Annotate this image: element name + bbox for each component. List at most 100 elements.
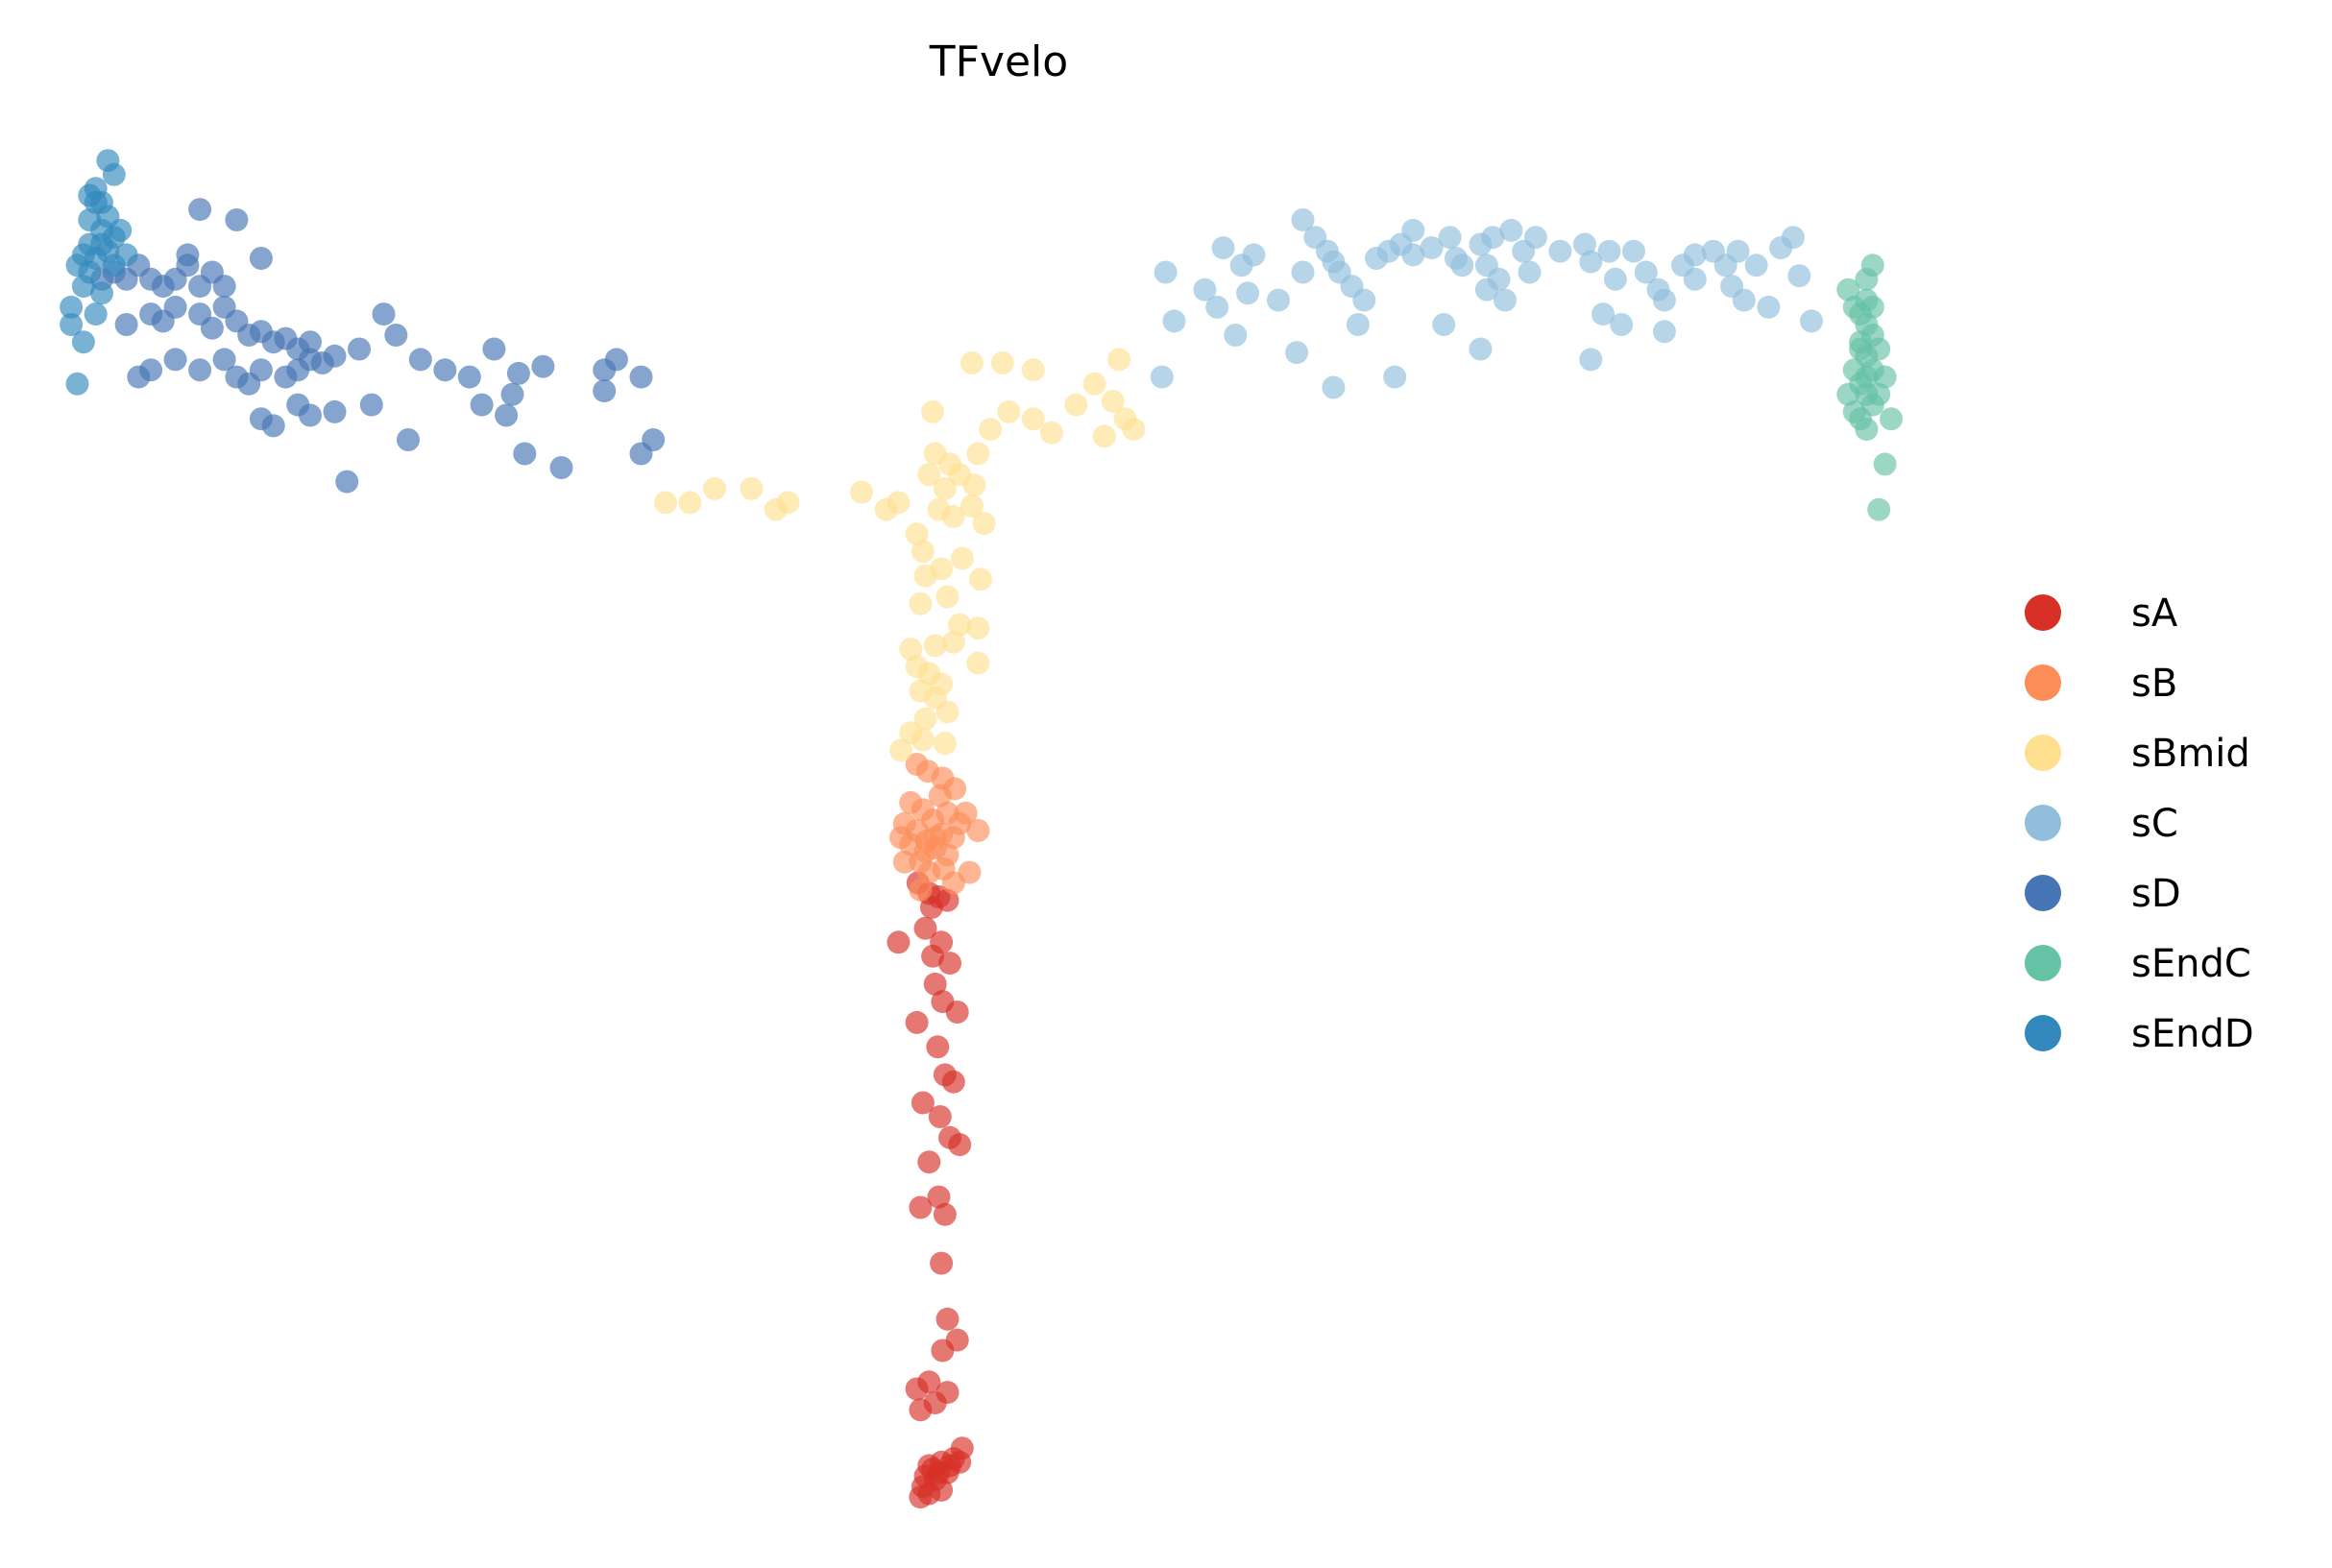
point-sBmid-58	[933, 732, 957, 756]
point-sBmid-46	[923, 634, 947, 658]
point-sB-24	[892, 850, 916, 874]
point-sEndC-17	[1855, 418, 1879, 442]
points-layer	[60, 149, 1903, 1509]
point-sBmid-3	[740, 476, 764, 500]
point-sA-24	[933, 1202, 957, 1226]
point-sEndC-27	[1860, 295, 1884, 319]
point-sBmid-11	[1021, 358, 1045, 382]
point-sBmid-15	[1101, 390, 1125, 413]
point-sC-22	[1401, 243, 1425, 267]
point-sEndC-0	[1836, 277, 1860, 302]
legend-item-sEndD: sEndD	[2025, 1012, 2254, 1056]
point-sBmid-14	[1107, 348, 1131, 372]
legend-label-sC: sC	[2131, 802, 2178, 846]
point-sBmid-6	[850, 480, 874, 504]
point-sC-31	[1499, 218, 1523, 242]
point-sB-17	[941, 826, 965, 850]
point-sD-65	[225, 208, 249, 231]
point-sD-43	[457, 365, 481, 389]
point-sEndC-9	[1867, 337, 1891, 361]
point-sD-32	[249, 358, 273, 382]
point-sBmid-45	[899, 638, 923, 661]
point-sD-62	[513, 442, 537, 466]
point-sC-63	[1432, 313, 1456, 336]
point-sC-16	[1352, 288, 1376, 312]
point-sEndD-16	[71, 275, 95, 299]
point-sC-53	[1744, 253, 1768, 277]
point-sC-28	[1481, 226, 1505, 250]
point-sA-14	[926, 1035, 950, 1059]
point-sBmid-29	[933, 476, 957, 500]
legend-label-sD: sD	[2131, 872, 2181, 916]
point-sC-6	[1236, 281, 1260, 305]
series-sA	[887, 871, 974, 1509]
point-sEndC-21	[1860, 253, 1884, 277]
point-sA-46	[948, 1450, 972, 1474]
point-sC-35	[1494, 288, 1517, 312]
point-sEndD-21	[96, 149, 120, 173]
point-sA-21	[948, 1133, 972, 1157]
point-sC-41	[1622, 239, 1645, 263]
point-sBmid-31	[921, 399, 945, 423]
point-sC-38	[1579, 250, 1603, 274]
point-sC-57	[1787, 264, 1811, 288]
point-sD-53	[261, 414, 285, 438]
point-sD-59	[495, 403, 519, 427]
point-sD-63	[335, 470, 359, 494]
point-sD-26	[139, 358, 163, 382]
point-sC-54	[1757, 295, 1781, 319]
point-sEndD-19	[84, 302, 108, 326]
point-sBmid-8	[887, 491, 911, 515]
point-sEndC-18	[1867, 382, 1891, 406]
point-sC-64	[1285, 341, 1309, 365]
point-sBmid-56	[889, 738, 912, 762]
point-sD-54	[299, 403, 322, 427]
point-sD-45	[506, 361, 530, 385]
point-sD-46	[531, 354, 555, 378]
point-sBmid-47	[941, 630, 965, 654]
point-sB-26	[941, 871, 965, 895]
point-sA-20	[917, 1150, 941, 1174]
point-sD-42	[433, 358, 457, 382]
point-sC-37	[1573, 232, 1596, 256]
point-sD-28	[188, 358, 212, 382]
legend-marker-sEndD	[2025, 1015, 2061, 1051]
point-sD-64	[188, 198, 212, 222]
point-sC-26	[1450, 253, 1474, 277]
point-sD-44	[482, 337, 506, 361]
point-sBmid-20	[1021, 407, 1045, 431]
point-sA-33	[923, 1391, 947, 1414]
point-sEndC-19	[1873, 365, 1897, 389]
point-sA-12	[945, 1001, 969, 1024]
point-sC-10	[1291, 208, 1315, 231]
point-sEndD-23	[71, 330, 95, 354]
point-sC-58	[1800, 309, 1823, 333]
point-sA-16	[941, 1070, 965, 1094]
point-sEndD-25	[84, 190, 108, 214]
point-sC-39	[1597, 239, 1621, 263]
point-sD-37	[323, 344, 347, 368]
point-sC-68	[1383, 365, 1407, 389]
legend-marker-sBmid	[2025, 735, 2061, 771]
point-sC-4	[1211, 236, 1235, 260]
point-sD-38	[348, 337, 371, 361]
point-sB-14	[966, 819, 990, 842]
point-sEndD-7	[109, 218, 133, 242]
point-sBmid-26	[972, 512, 996, 536]
point-sEndC-14	[1836, 382, 1860, 406]
point-sBmid-1	[678, 491, 702, 515]
point-sC-61	[1591, 302, 1615, 326]
point-sA-30	[917, 1370, 941, 1394]
point-sC-56	[1781, 226, 1805, 250]
legend-label-sB: sB	[2131, 662, 2177, 706]
point-sEndC-26	[1855, 365, 1879, 389]
point-sBmid-5	[776, 491, 800, 515]
series-sEndC	[1836, 253, 1903, 521]
point-sBmid-17	[1092, 424, 1116, 448]
point-sD-10	[212, 275, 236, 299]
point-sBmid-59	[905, 655, 929, 679]
series-sBmid	[654, 348, 1146, 762]
point-sC-65	[1469, 337, 1493, 361]
legend-item-sC: sC	[2025, 802, 2178, 846]
point-sA-4	[935, 888, 960, 912]
